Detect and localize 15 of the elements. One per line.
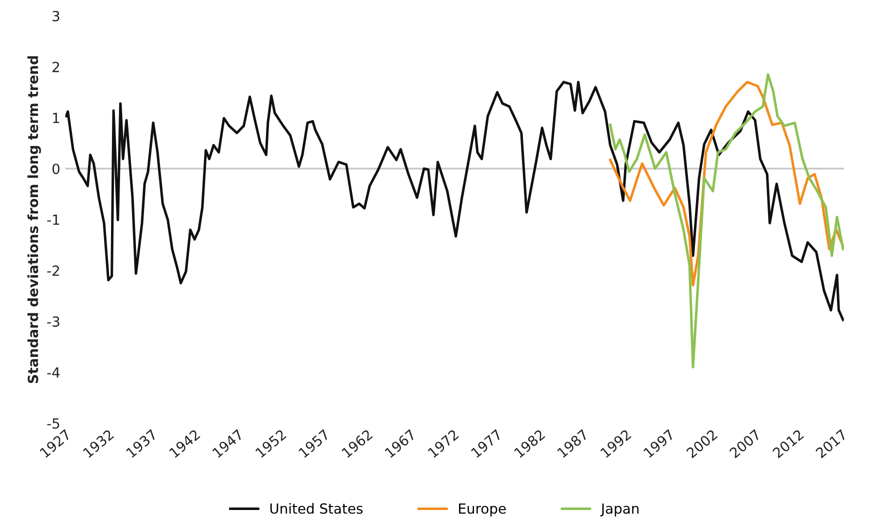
y-tick-label: -1 xyxy=(47,214,60,225)
legend-label: Japan xyxy=(600,503,639,516)
line-series xyxy=(65,80,844,322)
legend-label: United States xyxy=(270,503,363,514)
y-tick-label: 3 xyxy=(52,10,60,22)
y-tick-label: -5 xyxy=(47,418,60,429)
y-tick-label: 0 xyxy=(52,164,60,174)
y-tick-label: -3 xyxy=(47,316,60,327)
legend-label: Europe xyxy=(459,503,506,516)
line-series xyxy=(608,73,844,368)
y-tick-label: -2 xyxy=(47,265,59,276)
y-tick-label: 2 xyxy=(52,62,59,72)
y-tick-label: 1 xyxy=(53,112,60,123)
y-tick-label: -4 xyxy=(47,367,60,378)
y-axis-title: Standard deviations from long term trend xyxy=(27,56,41,384)
